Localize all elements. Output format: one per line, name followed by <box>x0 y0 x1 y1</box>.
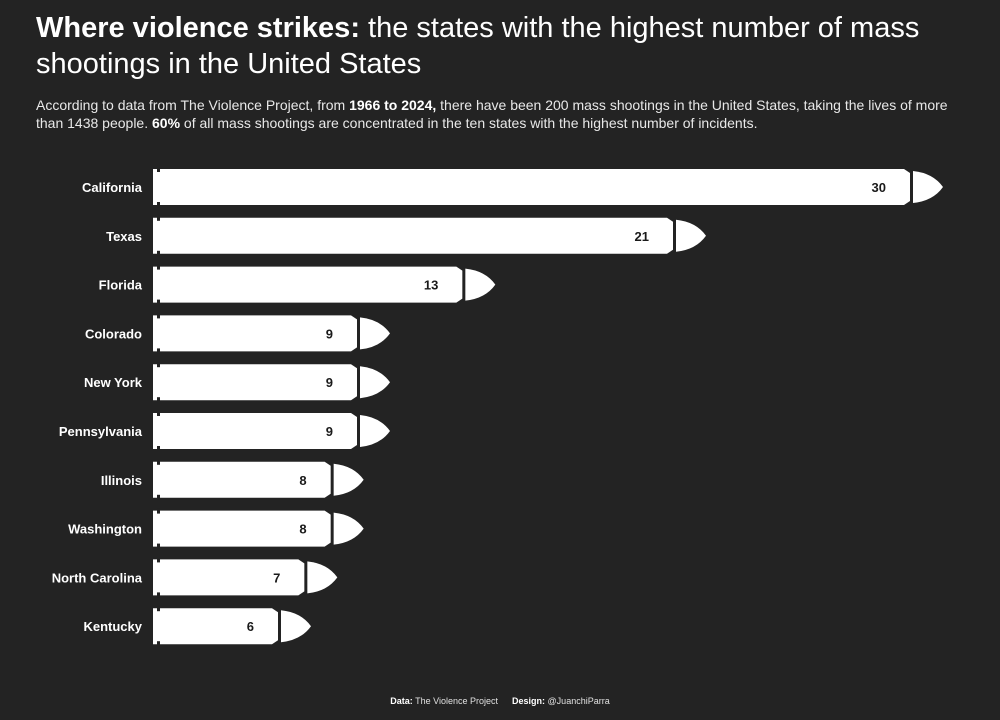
bar-rim-notch <box>157 215 160 221</box>
bar-tip <box>333 463 364 496</box>
bar-tip <box>360 317 390 350</box>
bar-tip <box>360 415 390 447</box>
value-label: 21 <box>635 229 649 244</box>
chart-title-rest: the states with the highest number of ma… <box>36 12 920 80</box>
value-label: 7 <box>273 570 280 585</box>
bar-rim-notch <box>157 543 160 549</box>
value-label: 13 <box>424 278 438 293</box>
subtitle-part-bold: 60% <box>152 115 181 131</box>
bar-case <box>153 461 331 498</box>
subtitle-part: there have been 200 mass shootings in th… <box>36 97 948 131</box>
bar-rim-notch <box>157 167 160 172</box>
category-label: North Carolina <box>52 570 143 585</box>
category-label: Kentucky <box>83 619 142 634</box>
bar-tip <box>360 366 390 399</box>
bar-case <box>153 169 910 205</box>
category-label: Florida <box>99 278 143 293</box>
bar-rim-notch <box>157 299 160 305</box>
value-label: 30 <box>872 180 886 195</box>
bar-rim-notch <box>157 411 160 416</box>
value-label: 6 <box>247 619 254 634</box>
bar-rim-notch <box>157 446 160 451</box>
category-label: Colorado <box>85 326 142 341</box>
bullet-bar-chart: California 30 Texas 21 Florida 13 Colorado 9 New… <box>52 167 943 647</box>
data-credit-label: Data: <box>390 696 413 706</box>
bar-case <box>153 315 357 352</box>
bar-rim-notch <box>157 397 160 403</box>
chart-title-bold: Where violence strikes: <box>36 12 360 44</box>
category-label: New York <box>84 375 143 390</box>
category-label: Washington <box>68 522 142 537</box>
bar-case <box>153 510 331 547</box>
bar-rim-notch <box>157 459 160 465</box>
category-label: California <box>82 180 143 195</box>
bar-tip <box>913 171 943 203</box>
category-label: Illinois <box>101 473 142 488</box>
bar-tip <box>465 268 496 301</box>
bar-case <box>153 559 305 596</box>
chart-subtitle: According to data from The Violence Proj… <box>36 96 976 132</box>
bar-tip <box>333 512 364 545</box>
bar-rim-notch <box>157 508 160 514</box>
bar-rim-notch <box>157 362 160 368</box>
bar-rim-notch <box>157 592 160 598</box>
category-label: Pennsylvania <box>59 424 143 439</box>
bar-tip <box>281 610 311 643</box>
bar-rim-notch <box>157 313 160 319</box>
design-credit-label: Design: <box>512 696 546 706</box>
data-credit-value: The Violence Project <box>415 696 499 706</box>
category-label: Texas <box>106 229 142 244</box>
bar-rim-notch <box>157 202 160 207</box>
bar-case <box>153 413 357 449</box>
bar-rim-notch <box>157 264 160 270</box>
value-label: 9 <box>326 375 333 390</box>
value-label: 8 <box>299 473 306 488</box>
value-label: 9 <box>326 424 333 439</box>
bar-case <box>153 266 463 303</box>
bar-rim-notch <box>157 557 160 563</box>
bar-case <box>153 217 673 254</box>
subtitle-part: According to data from The Violence Proj… <box>36 97 350 113</box>
subtitle-part-bold: 1966 to 2024, <box>349 97 437 113</box>
bar-rim-notch <box>157 641 160 647</box>
bar-rim-notch <box>157 250 160 256</box>
bar-case <box>153 608 278 645</box>
bar-tip <box>676 219 706 252</box>
design-credit-value: @JuanchiParra <box>547 696 610 706</box>
bar-case <box>153 364 357 401</box>
credits-footer: Data: The Violence Project Design: @Juanc… <box>0 696 1000 706</box>
bar-rim-notch <box>157 494 160 500</box>
chart-title: Where violence strikes: the states with … <box>36 10 966 82</box>
bar-tip <box>307 561 338 594</box>
value-label: 9 <box>326 326 333 341</box>
bar-rim-notch <box>157 348 160 354</box>
subtitle-part: of all mass shootings are concentrated i… <box>180 115 758 131</box>
value-label: 8 <box>299 522 306 537</box>
bar-rim-notch <box>157 606 160 612</box>
